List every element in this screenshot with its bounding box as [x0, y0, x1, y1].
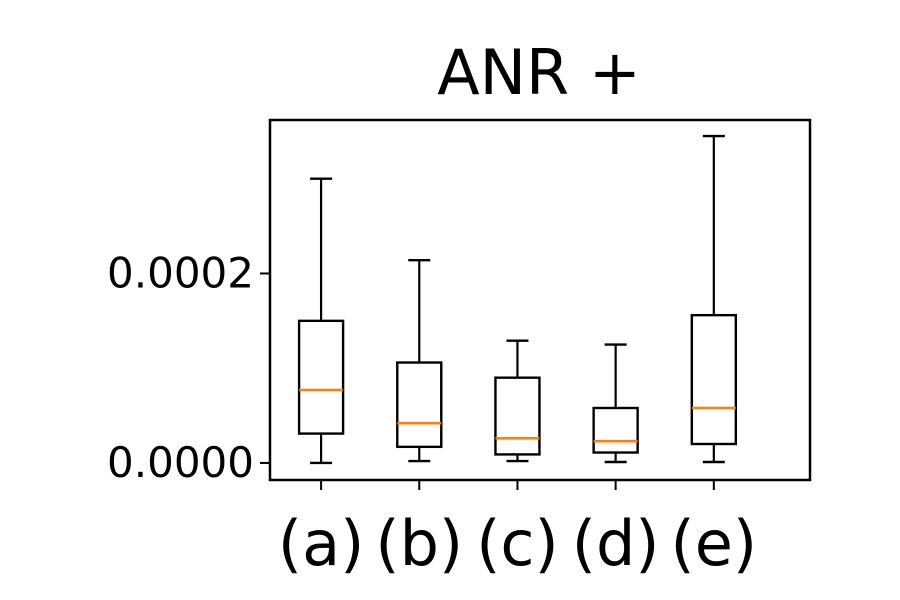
plot-area: 0.0000 0.0002 (a) (b) (c) (d) (e): [107, 118, 812, 580]
chart-title: ANR +: [437, 36, 641, 109]
box-iqr: [690, 313, 738, 446]
y-tick-label: 0.0002: [107, 248, 254, 297]
box-iqr: [592, 406, 639, 454]
x-tick-label: (b): [375, 507, 463, 580]
x-tick-label: (d): [572, 507, 660, 580]
box-iqr: [396, 361, 443, 449]
x-tick-label: (e): [671, 507, 758, 580]
plot-frame: [268, 118, 812, 482]
y-tick-label: 0.0000: [107, 438, 254, 487]
box-iqr: [297, 319, 345, 435]
box-iqr: [494, 376, 541, 456]
x-tick-label: (a): [278, 507, 364, 580]
x-tick-label: (c): [476, 507, 558, 580]
